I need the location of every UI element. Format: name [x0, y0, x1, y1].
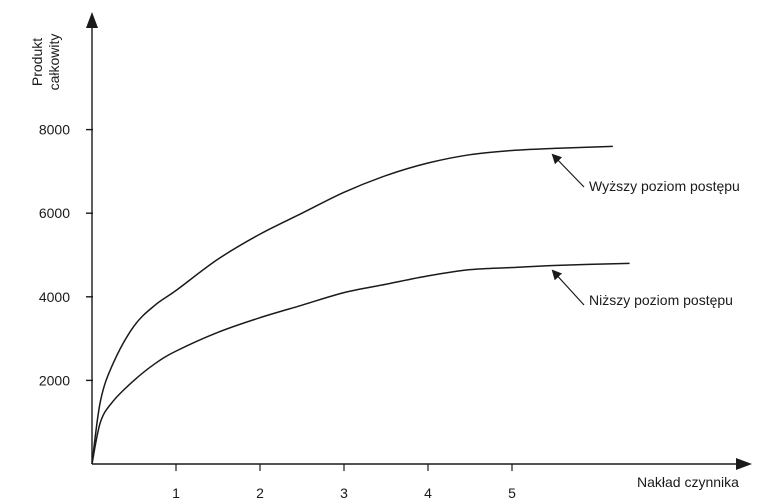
axis-ticks: 1 2 3 4 5 2000 4000 6000 8000	[39, 122, 516, 501]
x-axis-arrow-icon	[736, 458, 752, 470]
curve-upper	[91, 145, 613, 465]
annotation-lower: Niższy poziom postępu	[589, 292, 733, 308]
x-tick-label: 1	[172, 485, 180, 501]
y-axis-title: Produkt całkowity	[29, 34, 62, 91]
y-tick-label: 4000	[39, 289, 70, 305]
x-tick-label: 5	[508, 485, 516, 501]
x-axis-title: Nakład czynnika	[637, 474, 739, 490]
annotation-arrow-lower	[551, 269, 585, 306]
y-axis-arrow-icon	[86, 12, 98, 28]
annotation-arrow-upper	[551, 153, 585, 188]
curve-lower	[91, 262, 630, 465]
curves	[91, 145, 630, 465]
x-tick-label: 3	[340, 485, 348, 501]
y-tick-label: 8000	[39, 122, 70, 138]
y-tick-label: 6000	[39, 205, 70, 221]
y-tick-label: 2000	[39, 372, 70, 388]
y-axis-title-line-1: Produkt	[29, 38, 45, 86]
annotation-upper: Wyższy poziom postępu	[589, 178, 740, 194]
x-tick-label: 2	[256, 485, 264, 501]
x-tick-label: 4	[424, 485, 432, 501]
y-axis-title-line-2: całkowity	[46, 34, 62, 91]
